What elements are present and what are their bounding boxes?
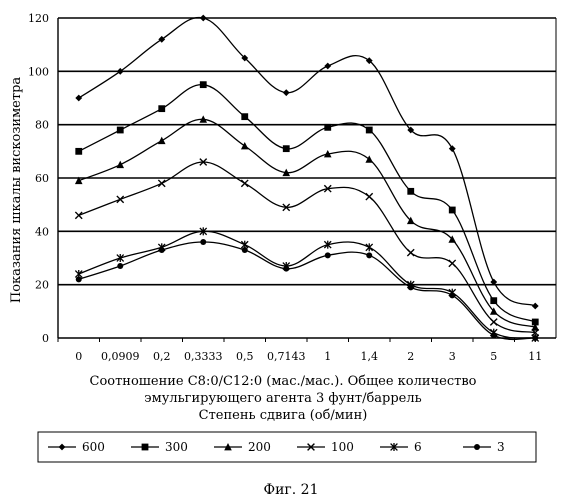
legend-label-600: 600 xyxy=(82,440,105,454)
data-point-600-6 xyxy=(324,63,331,70)
data-point-300-6 xyxy=(324,124,331,131)
data-point-600-9 xyxy=(449,145,456,152)
data-point-200-4 xyxy=(241,142,249,149)
data-point-100-0 xyxy=(75,212,82,219)
data-point-300-7 xyxy=(366,127,373,134)
data-point-600-11 xyxy=(532,303,539,310)
x-tick-label: 5 xyxy=(490,350,497,363)
x-tick-labels: 0 0,0909 0,2 0,3333 0,5 0,7143 1 1,4 2 3 5 11 xyxy=(75,350,542,363)
series-line-300 xyxy=(79,85,536,322)
data-point-6-7 xyxy=(366,243,373,251)
data-point-200-2 xyxy=(158,137,166,144)
data-point-3-10 xyxy=(491,332,497,338)
y-tick-label-20: 20 xyxy=(35,279,49,292)
y-tick-labels: 0 20 40 60 80 100 120 xyxy=(28,12,49,345)
data-point-3-2 xyxy=(159,247,165,253)
data-point-300-9 xyxy=(449,207,456,214)
data-point-600-3 xyxy=(200,15,207,22)
x-tick-label: 0,5 xyxy=(236,350,254,363)
x-axis-title-line-1: Соотношение C8:0/C12:0 (мас./мас.). Обще… xyxy=(90,374,477,389)
series-line-200 xyxy=(79,119,536,327)
data-point-600-5 xyxy=(283,89,290,96)
data-point-600-0 xyxy=(75,95,82,102)
data-point-3-6 xyxy=(325,252,331,258)
x-tick-label: 3 xyxy=(449,350,456,363)
legend-title: Степень сдвига (об/мин) xyxy=(199,408,368,423)
data-point-300-4 xyxy=(241,113,248,120)
x-tick-label: 1 xyxy=(324,350,331,363)
x-tick-label: 11 xyxy=(528,350,542,363)
legend-label-100: 100 xyxy=(331,440,354,454)
x-tick-label: 1,4 xyxy=(361,350,379,363)
data-point-300-8 xyxy=(407,188,414,195)
data-point-3-0 xyxy=(76,276,82,282)
x-tick-label: 0,7143 xyxy=(267,350,306,363)
y-tick-label-120: 120 xyxy=(28,12,49,25)
data-point-3-7 xyxy=(366,252,372,258)
data-point-3-4 xyxy=(242,247,248,253)
data-point-100-10 xyxy=(490,319,497,326)
legend-marker-300 xyxy=(142,444,149,451)
x-tick-label: 0,2 xyxy=(153,350,171,363)
x-tick-label: 0,0909 xyxy=(101,350,140,363)
data-point-3-1 xyxy=(117,263,123,269)
data-point-300-0 xyxy=(75,148,82,155)
data-point-3-3 xyxy=(200,239,206,245)
legend-marker-3 xyxy=(474,444,480,450)
data-point-3-5 xyxy=(283,266,289,272)
data-point-300-5 xyxy=(283,145,290,152)
data-point-100-8 xyxy=(407,249,414,256)
figure-caption: Фиг. 21 xyxy=(263,482,318,498)
data-point-100-7 xyxy=(366,193,373,200)
legend: 600 300 200 100 6 3 xyxy=(38,432,536,462)
data-point-3-8 xyxy=(408,284,414,290)
y-tick-label-80: 80 xyxy=(35,119,49,132)
x-tick-label: 2 xyxy=(407,350,414,363)
y-tick-label-100: 100 xyxy=(28,65,49,78)
x-tick-label: 0,3333 xyxy=(184,350,223,363)
y-axis-title: Показания шкалы вискозиметра xyxy=(9,77,24,304)
series-line-100 xyxy=(79,162,536,333)
data-point-300-10 xyxy=(490,297,497,304)
data-point-200-1 xyxy=(116,161,124,168)
data-point-300-1 xyxy=(117,127,124,134)
data-point-100-2 xyxy=(158,180,165,187)
data-point-100-4 xyxy=(241,180,248,187)
data-point-200-7 xyxy=(365,155,373,162)
data-point-100-1 xyxy=(117,196,124,203)
legend-label-3: 3 xyxy=(497,440,505,454)
y-tick-label-60: 60 xyxy=(35,172,49,185)
data-point-300-2 xyxy=(158,105,165,112)
data-point-3-9 xyxy=(449,292,455,298)
legend-label-200: 200 xyxy=(248,440,271,454)
x-axis-title-line-2: эмульгирующего агента 3 фунт/баррель xyxy=(144,391,421,406)
data-point-6-1 xyxy=(117,254,124,262)
data-point-300-3 xyxy=(200,81,207,88)
x-tick-label: 0 xyxy=(75,350,82,363)
data-point-3-11 xyxy=(532,335,538,341)
y-tick-label-0: 0 xyxy=(42,332,49,345)
legend-label-6: 6 xyxy=(414,440,422,454)
legend-box xyxy=(38,432,536,462)
legend-label-300: 300 xyxy=(165,440,188,454)
y-tick-label-40: 40 xyxy=(35,225,49,238)
data-point-100-9 xyxy=(449,260,456,267)
